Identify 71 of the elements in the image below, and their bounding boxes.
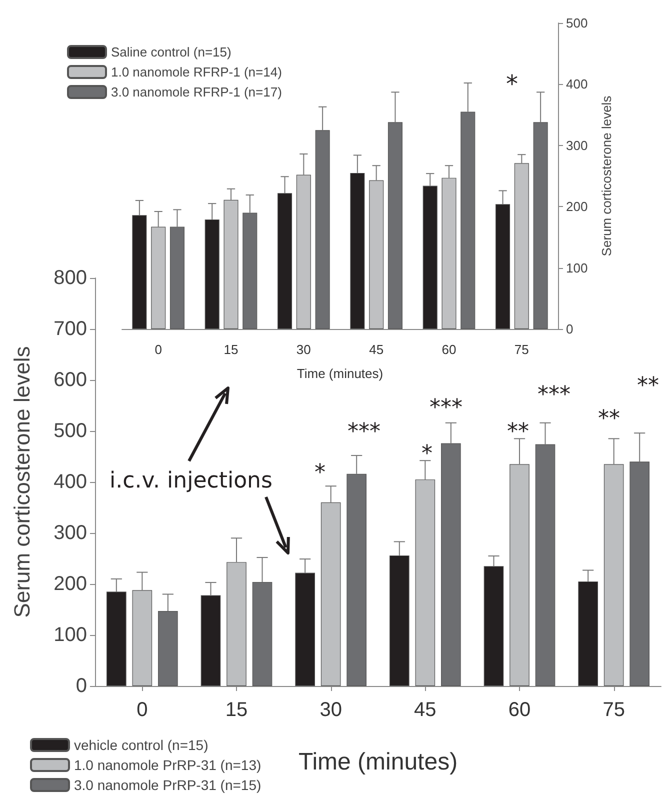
bar [151, 226, 166, 329]
bar [106, 592, 126, 686]
bar [578, 581, 598, 686]
bar [296, 174, 311, 329]
x-tick-label: 30 [296, 342, 311, 357]
annotation: i.c.v. injections [110, 468, 272, 494]
annotation: ** [598, 406, 620, 432]
legend-label: Saline control (n=15) [111, 44, 232, 60]
bar [442, 178, 456, 329]
bar [224, 200, 238, 329]
annotation: *** [348, 420, 380, 444]
annotation: ** [637, 374, 659, 398]
bar [132, 590, 152, 686]
x-tick-label: 60 [442, 342, 456, 357]
bar [484, 566, 504, 686]
y2-tick-label: 500 [566, 16, 588, 30]
annotation: *** [538, 382, 570, 408]
bar [295, 572, 315, 686]
x-tick-label: 75 [514, 342, 529, 357]
legend-label: vehicle control (n=15) [74, 737, 208, 753]
bar [132, 215, 147, 329]
bar [369, 180, 384, 329]
x-tick-label: 0 [154, 342, 162, 357]
x-tick-label: 15 [225, 699, 248, 721]
y-tick-label: 0 [76, 675, 87, 697]
x-tick-label: 45 [369, 342, 384, 357]
annotation: ** [507, 420, 529, 444]
y-tick-label: 700 [54, 318, 87, 340]
bar [204, 219, 220, 329]
y-axis-title: Serum corticosterone levels [10, 346, 34, 618]
annotation: * [506, 70, 518, 98]
bar [510, 464, 530, 686]
y-tick-label: 100 [54, 624, 87, 646]
x-axis-title: Time (minutes) [296, 366, 384, 381]
y2-tick-label: 200 [566, 199, 588, 214]
bar [226, 562, 246, 686]
y2-tick-label: 100 [566, 260, 588, 276]
y-tick-label: 500 [54, 420, 87, 442]
legend-label: 3.0 nanomole RFRP-1 (n=17) [111, 84, 282, 100]
y-tick-label: 200 [54, 573, 87, 595]
legend-label: 1.0 nanomole PrRP-31 (n=13) [74, 757, 262, 773]
x-tick-label: 75 [602, 699, 625, 721]
legend-label: 1.0 nanomole RFRP-1 (n=14) [111, 64, 282, 80]
x-tick-label: 0 [136, 699, 148, 721]
bar [390, 555, 410, 686]
legend-label: 3.0 nanomole PrRP-31 (n=15) [74, 777, 262, 793]
x-tick-label: 30 [320, 699, 342, 721]
y2-axis-title: Serum corticosterone levels [599, 95, 614, 256]
x-axis-title: Time (minutes) [298, 748, 458, 776]
annotation: * [314, 460, 326, 486]
y2-tick-label: 300 [566, 138, 588, 153]
bar [320, 502, 341, 686]
y-tick-label: 400 [54, 471, 87, 493]
bar [415, 479, 436, 686]
annotation: * [422, 442, 432, 466]
y2-tick-label: 0 [566, 322, 574, 336]
x-tick-label: 45 [414, 699, 436, 721]
bar [604, 464, 624, 686]
bar [496, 204, 510, 329]
x-tick-label: 60 [508, 699, 531, 721]
bar [200, 595, 221, 686]
bar [350, 172, 365, 329]
bar [278, 193, 292, 329]
x-tick-label: 15 [224, 342, 238, 357]
y2-tick-label: 400 [566, 76, 588, 92]
bar [514, 163, 529, 329]
y-tick-label: 800 [54, 267, 87, 289]
annotation: *** [430, 396, 462, 420]
bar [422, 186, 438, 329]
y-tick-label: 600 [54, 369, 87, 391]
y-tick-label: 300 [54, 522, 87, 544]
